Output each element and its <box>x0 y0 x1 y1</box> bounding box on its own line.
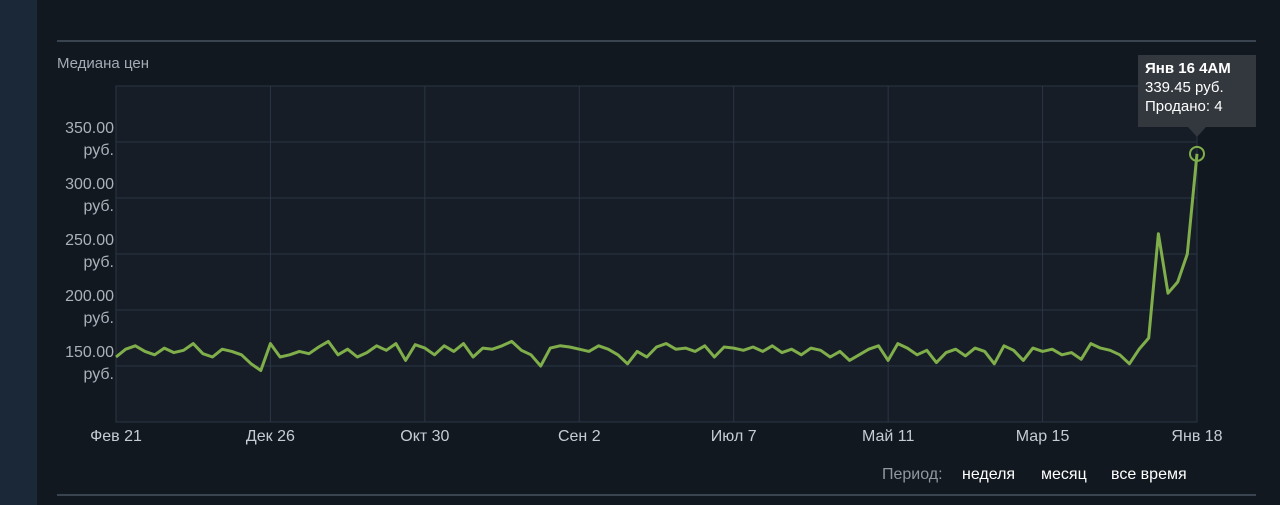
tooltip-sold: Продано: 4 <box>1145 98 1223 115</box>
period-option[interactable]: месяц <box>1041 466 1087 483</box>
tooltip: Янв 16 4AM 339.45 руб. Продано: 4 <box>1138 55 1256 127</box>
tooltip-price: 339.45 руб. <box>1145 79 1224 96</box>
period-option[interactable]: все время <box>1111 466 1187 483</box>
x-tick-label: Июл 7 <box>711 428 757 445</box>
period-label: Период: <box>882 466 943 483</box>
y-tick-label: 300.00 руб. <box>65 176 114 215</box>
price-line <box>115 153 1199 372</box>
side-strip <box>0 0 37 505</box>
x-tick-label: Мар 15 <box>1016 428 1070 445</box>
y-tick-label: 150.00 руб. <box>65 344 114 383</box>
x-tick-label: Фев 21 <box>90 428 142 445</box>
x-tick-label: Янв 18 <box>1171 428 1222 445</box>
y-tick-label: 350.00 руб. <box>65 120 114 159</box>
x-tick-label: Сен 2 <box>558 428 601 445</box>
y-tick-label: 250.00 руб. <box>65 232 114 271</box>
y-tick-label: 200.00 руб. <box>65 288 114 327</box>
x-tick-label: Окт 30 <box>400 428 449 445</box>
chart-title: Медиана цен <box>57 55 149 72</box>
x-tick-label: Дек 26 <box>246 428 295 445</box>
tooltip-date: Янв 16 4AM <box>1145 60 1231 77</box>
tooltip-arrow <box>1188 127 1206 137</box>
x-tick-label: Май 11 <box>862 428 915 445</box>
period-option[interactable]: неделя <box>962 466 1016 483</box>
highlight-point <box>1189 145 1205 162</box>
